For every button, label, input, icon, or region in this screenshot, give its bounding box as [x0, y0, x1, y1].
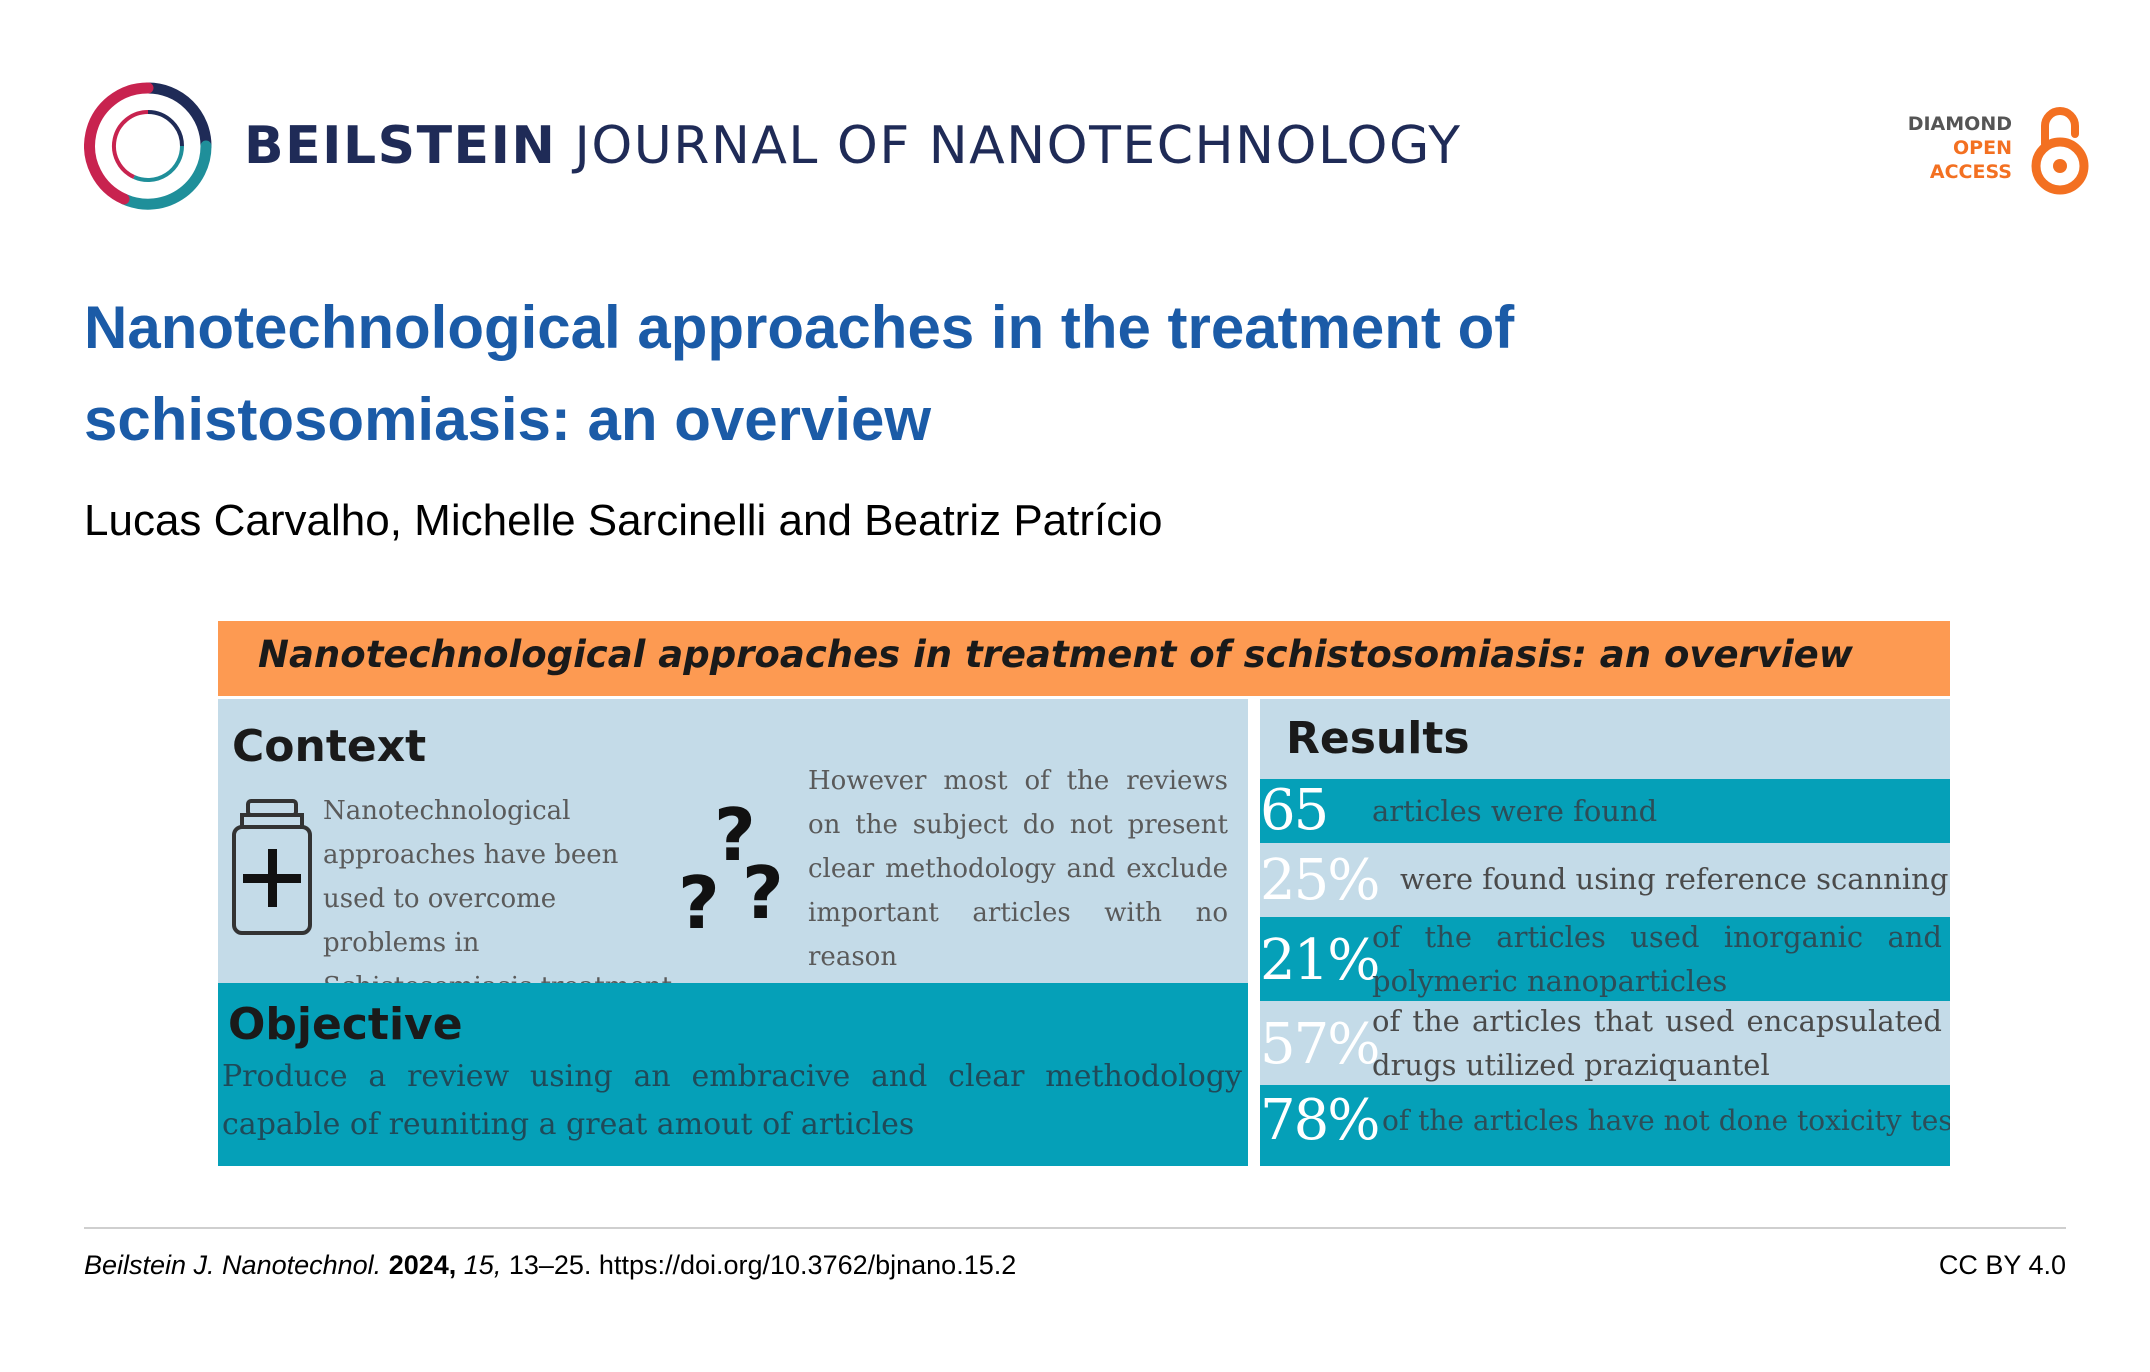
access-diamond: DIAMOND: [1907, 113, 2012, 135]
article-title-line2: schistosomiasis: an overview: [84, 386, 932, 453]
question-mark-icon: ?: [714, 793, 756, 877]
result-row: 65 articles were found: [1260, 779, 1950, 843]
article-title: Nanotechnological approaches in the trea…: [84, 282, 1884, 466]
access-text: DIAMOND OPEN ACCESS: [1908, 112, 2012, 184]
authors: Lucas Carvalho, Michelle Sarcinelli and …: [84, 496, 1163, 545]
question-mark-icon: ?: [678, 861, 720, 945]
footer-divider: [84, 1227, 2066, 1229]
objective-text: Produce a review using an embracive and …: [222, 1059, 1242, 1142]
objective-heading: Objective: [228, 999, 463, 1050]
results-panel: Results 65 articles were found 25% were …: [1260, 699, 1950, 1166]
results-heading: Results: [1286, 713, 1470, 764]
citation-journal: Beilstein J. Nanotechnol.: [84, 1250, 382, 1280]
citation: Beilstein J. Nanotechnol. 2024, 15, 13–2…: [84, 1250, 1016, 1281]
result-value: 25%: [1260, 848, 1380, 913]
access-open: OPEN: [1953, 137, 2012, 159]
access-access: ACCESS: [1929, 161, 2012, 183]
citation-year: 2024,: [388, 1250, 457, 1280]
result-value: 78%: [1260, 1088, 1380, 1153]
journal-name-rest: JOURNAL OF NANOTECHNOLOGY: [574, 116, 1462, 176]
result-value: 21%: [1260, 928, 1380, 993]
open-lock-icon: [2031, 107, 2089, 195]
beilstein-logo-icon: [84, 82, 212, 210]
panel-divider: [1248, 699, 1260, 1166]
result-value: 65: [1260, 778, 1329, 843]
result-text: of the articles used inorganic and polym…: [1372, 920, 1942, 998]
question-mark-icon: ?: [742, 851, 784, 935]
result-value: 57%: [1260, 1012, 1380, 1077]
result-row: 25% were found using reference scanning: [1260, 843, 1950, 917]
context-heading: Context: [232, 721, 427, 772]
ga-banner: Nanotechnological approaches in treatmen…: [218, 621, 1950, 696]
citation-volume: 15,: [463, 1250, 502, 1280]
context-text: Nanotechnological approaches have been u…: [323, 796, 672, 1002]
result-text: were found using reference scanning: [1400, 862, 1949, 896]
result-row: 21% of the articles used inorganic and p…: [1260, 917, 1950, 1001]
result-text: articles were found: [1372, 794, 1658, 828]
result-row: 78% of the articles have not done toxici…: [1260, 1085, 1950, 1166]
article-title-line1: Nanotechnological approaches in the trea…: [84, 294, 1515, 361]
medicine-bottle-icon: [232, 799, 312, 935]
citation-pages-doi[interactable]: 13–25. https://doi.org/10.3762/bjnano.15…: [508, 1250, 1017, 1280]
ga-banner-title: Nanotechnological approaches in treatmen…: [258, 633, 1853, 676]
context-right-text: However most of the reviews on the subje…: [808, 766, 1228, 972]
journal-name: BEILSTEIN JOURNAL OF NANOTECHNOLOGY: [244, 116, 1461, 176]
result-text: of the articles have not done toxicity t…: [1382, 1104, 1950, 1137]
diamond-open-access-badge: DIAMOND OPEN ACCESS: [1880, 104, 2090, 196]
result-text: of the articles that used encapsulated d…: [1372, 1004, 1942, 1082]
result-row: 57% of the articles that used encapsulat…: [1260, 1001, 1950, 1085]
license: CC BY 4.0: [1938, 1250, 2066, 1280]
objective-panel: Objective Produce a review using an embr…: [218, 983, 1248, 1166]
graphical-abstract: Nanotechnological approaches in treatmen…: [218, 621, 1950, 1166]
journal-name-strong: BEILSTEIN: [244, 116, 557, 176]
context-panel: Context Nanotechnological approaches hav…: [218, 699, 1248, 1002]
